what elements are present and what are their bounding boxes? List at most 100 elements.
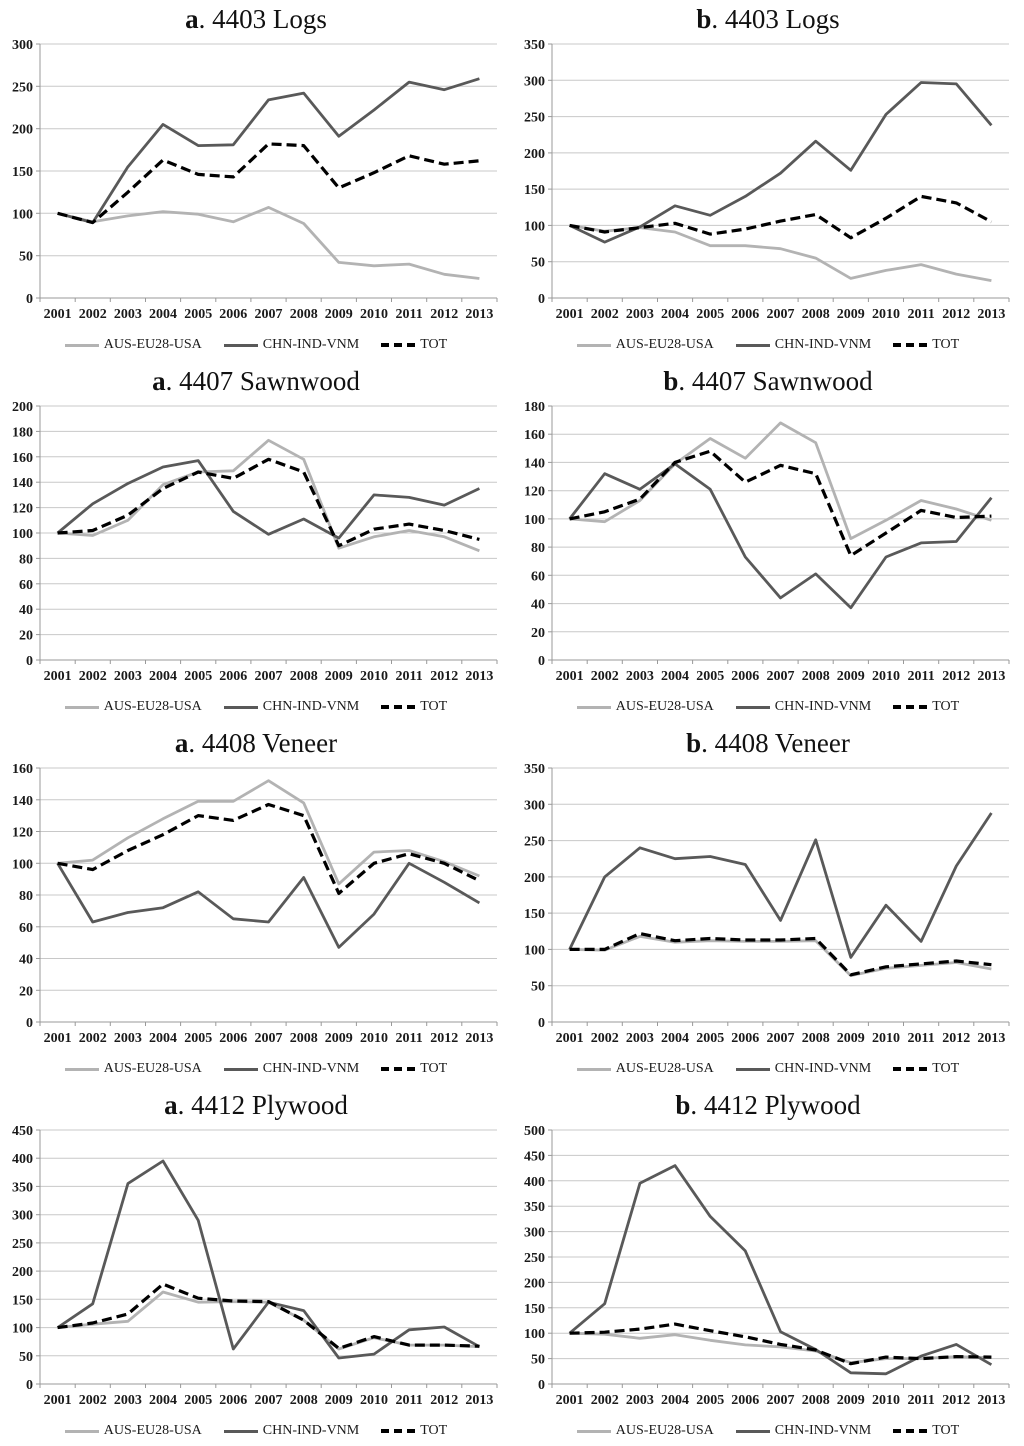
svg-text:0: 0 [26,1016,33,1031]
chn-line-swatch [735,1429,770,1433]
panel-letter: a [185,4,199,34]
svg-text:2005: 2005 [184,1393,212,1408]
legend-item-aus-eu28-usa: AUS-EU28-USA [576,1423,714,1439]
svg-text:2006: 2006 [731,669,759,684]
chart-panel-a-4408-veneer: a. 4408 Veneer 0 20 40 60 80 100 120 140 160 2001… [0,724,512,1086]
svg-text:2009: 2009 [325,1393,353,1408]
svg-text:2007: 2007 [255,1393,283,1408]
svg-text:2011: 2011 [395,1031,422,1046]
svg-text:0: 0 [538,1016,545,1031]
svg-text:2008: 2008 [290,1031,318,1046]
line-chart: 0 50 100 150 200 250 300 350 2001 2002 2003 2004 200… [524,38,1010,322]
svg-text:40: 40 [19,603,33,618]
svg-text:100: 100 [524,513,545,528]
legend-item-tot: TOT [893,1061,959,1077]
svg-text:350: 350 [12,1180,33,1195]
legend-label: TOT [420,1061,448,1076]
svg-text:2008: 2008 [802,669,830,684]
svg-text:2009: 2009 [325,1031,353,1046]
svg-text:2009: 2009 [837,1031,865,1046]
svg-text:2012: 2012 [942,1031,970,1046]
svg-text:2001: 2001 [556,669,584,684]
legend-label: TOT [420,337,448,352]
legend-item-tot: TOT [893,699,959,715]
panel-letter: a [174,728,189,758]
svg-text:2002: 2002 [79,307,107,322]
svg-text:2006: 2006 [219,1031,247,1046]
chart-title: b. 4412 Plywood [675,1088,860,1122]
svg-text:2006: 2006 [219,669,247,684]
svg-text:2013: 2013 [977,307,1005,322]
aus-line-swatch [64,343,99,347]
svg-text:250: 250 [524,111,545,126]
svg-text:2004: 2004 [661,1031,689,1046]
legend-label: TOT [420,1423,448,1438]
legend-item-chn-ind-vnm: CHN-IND-VNM [223,1423,359,1439]
svg-text:2004: 2004 [149,1031,177,1046]
svg-text:2011: 2011 [395,307,422,322]
line-chart: 0 50 100 150 200 250 300 350 400 450 2001 2002 2003 2… [12,1124,498,1408]
tot-line-swatch [893,705,928,709]
chn-line-swatch [223,343,258,347]
panel-letter: a [152,366,166,396]
svg-text:50: 50 [19,1350,33,1365]
svg-text:250: 250 [524,835,545,850]
svg-text:120: 120 [12,826,33,841]
svg-text:80: 80 [19,889,33,904]
svg-text:2009: 2009 [837,1393,865,1408]
legend-item-aus-eu28-usa: AUS-EU28-USA [576,699,714,715]
svg-text:80: 80 [531,541,545,556]
svg-text:2006: 2006 [731,1031,759,1046]
legend-item-chn-ind-vnm: CHN-IND-VNM [223,699,359,715]
svg-text:2011: 2011 [907,1031,934,1046]
chn-line-swatch [735,1067,770,1071]
chart-legend: AUS-EU28-USA CHN-IND-VNM TOT [576,1420,959,1442]
svg-text:2007: 2007 [767,1393,795,1408]
chart-title: b. 4403 Logs [696,2,839,36]
legend-item-aus-eu28-usa: AUS-EU28-USA [64,699,202,715]
svg-text:2001: 2001 [44,669,72,684]
svg-text:2008: 2008 [802,307,830,322]
chart-title: a. 4403 Logs [185,2,327,36]
svg-text:2002: 2002 [591,1031,619,1046]
title-text: . 4407 Sawnwood [678,366,873,396]
svg-text:2007: 2007 [255,669,283,684]
svg-text:2002: 2002 [591,1393,619,1408]
svg-text:300: 300 [524,74,545,89]
tot-line-swatch [381,705,416,709]
svg-text:50: 50 [531,1353,545,1368]
chart-panel-a-4407-sawnwood: a. 4407 Sawnwood 0 20 40 60 80 100 120 140 160 18… [0,362,512,724]
legend-item-tot: TOT [381,337,447,353]
legend-label: AUS-EU28-USA [103,699,202,714]
legend-item-chn-ind-vnm: CHN-IND-VNM [223,337,359,353]
aus-line-swatch [64,1429,99,1433]
svg-text:2005: 2005 [696,1031,724,1046]
svg-text:200: 200 [12,1265,33,1280]
svg-text:2005: 2005 [696,1393,724,1408]
svg-text:2003: 2003 [626,1031,654,1046]
line-chart: 0 20 40 60 80 100 120 140 160 180 200 2001 2002 2003 2… [12,400,498,684]
chn-line-swatch [735,705,770,709]
svg-text:2013: 2013 [977,1393,1005,1408]
svg-text:2009: 2009 [325,307,353,322]
svg-text:50: 50 [19,250,33,265]
svg-text:2006: 2006 [219,307,247,322]
svg-text:100: 100 [524,1327,545,1342]
svg-text:2008: 2008 [290,307,318,322]
svg-text:2004: 2004 [661,1393,689,1408]
legend-label: TOT [932,699,960,714]
svg-text:2011: 2011 [395,1393,422,1408]
svg-text:450: 450 [12,1124,33,1139]
svg-text:2012: 2012 [942,669,970,684]
aus-line-swatch [576,343,611,347]
chart-legend: AUS-EU28-USA CHN-IND-VNM TOT [64,334,447,356]
chn-line-swatch [223,1067,258,1071]
svg-text:2013: 2013 [977,669,1005,684]
legend-item-aus-eu28-usa: AUS-EU28-USA [64,337,202,353]
svg-text:2012: 2012 [430,1031,458,1046]
legend-label: AUS-EU28-USA [615,1423,714,1438]
svg-text:20: 20 [19,629,33,644]
svg-text:400: 400 [524,1175,545,1190]
legend-item-chn-ind-vnm: CHN-IND-VNM [735,699,871,715]
